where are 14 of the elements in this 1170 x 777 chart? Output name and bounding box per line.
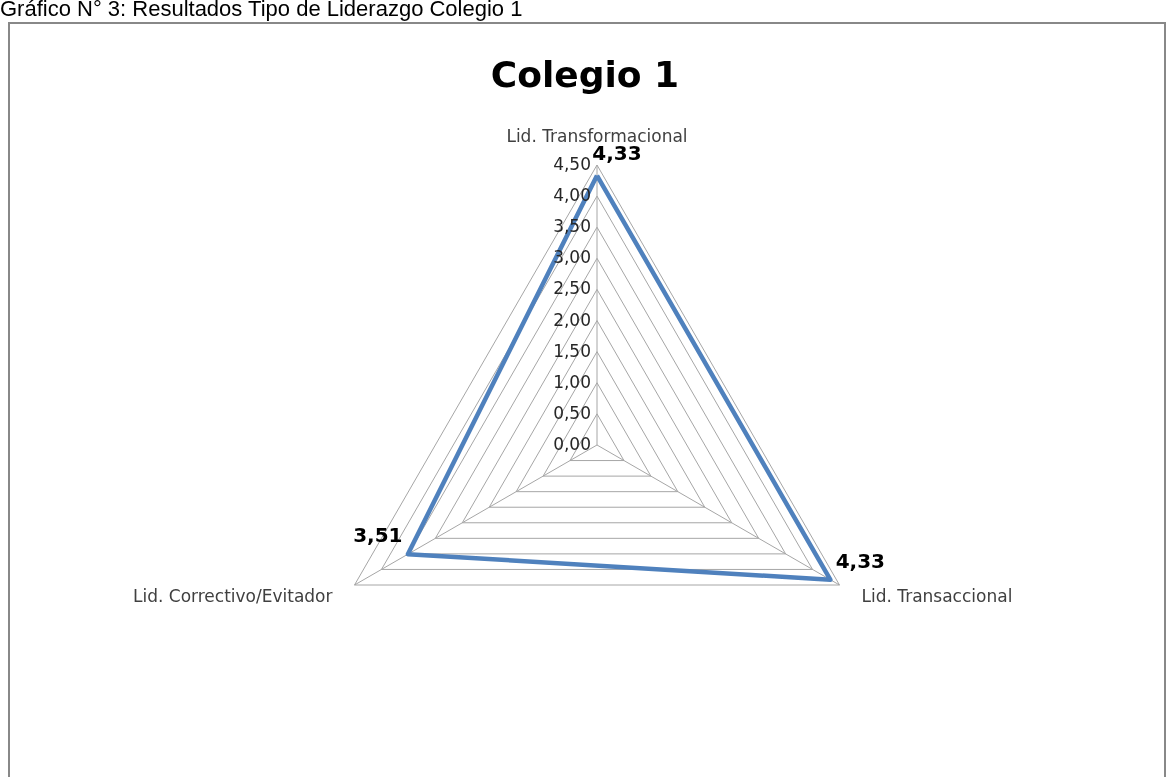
y-tick-label: 0,50: [553, 402, 591, 423]
data-label: 4,33: [835, 548, 886, 573]
y-tick-label: 4,50: [553, 154, 591, 174]
y-tick-label: 1,00: [553, 371, 591, 392]
y-tick-label: 2,50: [553, 278, 591, 299]
y-tick-label: 0,00: [553, 434, 591, 454]
spoke-label: Lid. Correctivo/Evitador: [132, 586, 333, 606]
y-tick-label: 1,50: [553, 340, 591, 361]
y-tick-label: 2,00: [553, 309, 591, 330]
data-label: 3,51: [353, 523, 403, 548]
chart-title: Colegio 1: [490, 54, 680, 95]
text: Gráfico N° 3: Resultados Tipo de Liderazgo Colegio 1: [0, 0, 523, 22]
spoke-label: Lid. Transformacional: [506, 126, 688, 146]
spoke-label: Lid. Transaccional: [861, 586, 1013, 606]
